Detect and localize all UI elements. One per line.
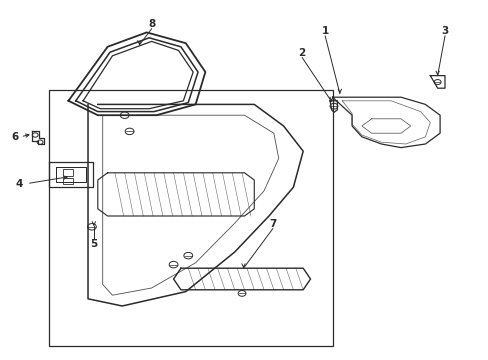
Text: 6: 6 (11, 132, 18, 142)
Text: 7: 7 (268, 219, 276, 229)
Bar (62, 169, 73, 176)
Text: 3: 3 (441, 26, 447, 36)
Text: 4: 4 (16, 179, 23, 189)
Text: 5: 5 (90, 239, 97, 249)
Text: 1: 1 (321, 26, 328, 36)
Text: 8: 8 (148, 19, 155, 29)
Bar (49, 90, 332, 346)
Bar (62, 178, 73, 184)
Text: 2: 2 (298, 48, 305, 58)
